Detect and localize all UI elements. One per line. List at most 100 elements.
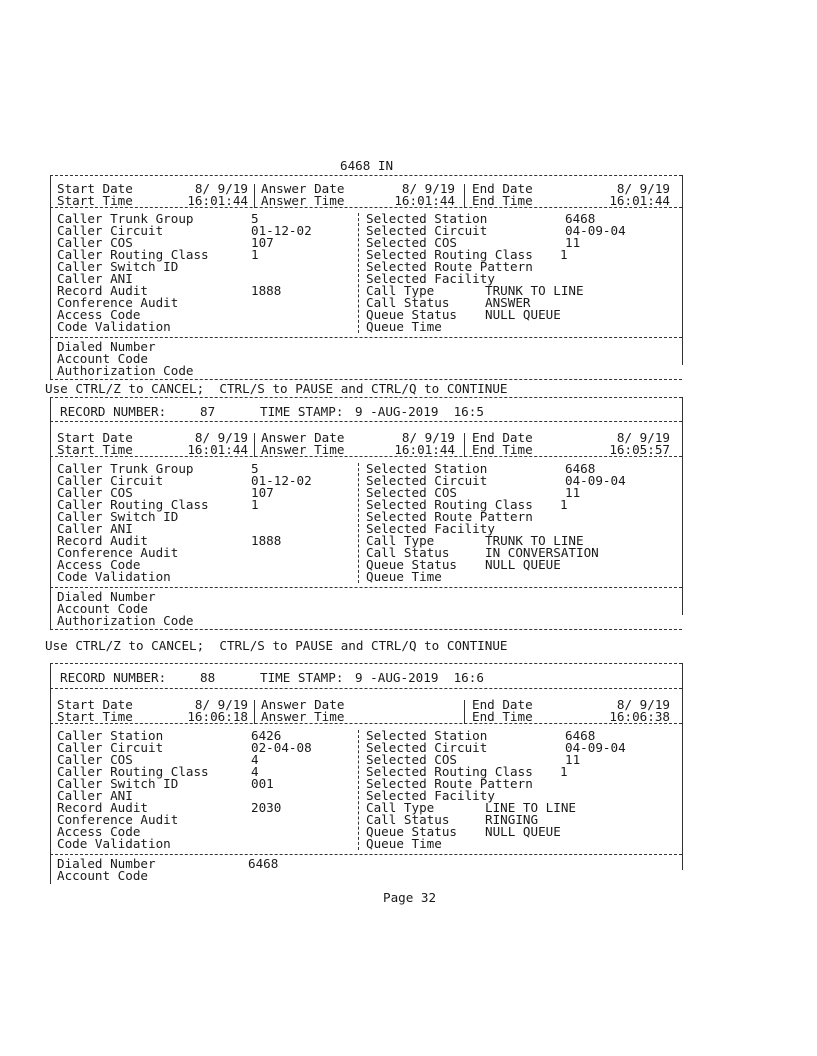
caller-field-value: 4: [251, 764, 259, 779]
caller-field-label: Record Audit: [57, 533, 148, 548]
caller-field-label: Record Audit: [57, 800, 148, 815]
selected-field-label: Call Status: [366, 812, 450, 827]
selected-field-value: TRUNK TO LINE: [485, 283, 584, 298]
divider: [50, 723, 682, 724]
answer-time-label: Answer Time: [261, 442, 345, 457]
selected-field-value: 1: [560, 764, 568, 779]
caller-field-label: Caller Routing Class: [57, 247, 209, 262]
divider: [50, 587, 682, 588]
divider: [50, 421, 682, 422]
divider: [50, 629, 682, 630]
time-stamp: 9 -AUG-2019 16:5: [355, 404, 484, 419]
record-number: 88: [200, 670, 216, 685]
start-date: 8/ 9/19: [194, 697, 248, 712]
start-time: 16:01:44: [187, 193, 248, 208]
end-time-label: End Time: [472, 193, 533, 208]
end-date: 8/ 9/19: [616, 430, 670, 445]
caller-field-value: 107: [251, 485, 274, 500]
misc-field-label: Authorization Code: [57, 613, 194, 628]
divider: [50, 397, 682, 398]
answer-date: 8/ 9/19: [401, 430, 455, 445]
selected-field-value: 1: [560, 247, 568, 262]
box-right-edge: [682, 663, 683, 870]
page-header: 6468 IN: [340, 158, 394, 173]
end-date: 8/ 9/19: [616, 181, 670, 196]
caller-field-value: 107: [251, 235, 274, 250]
caller-field-value: 2030: [251, 800, 282, 815]
divider: [50, 379, 682, 380]
selected-field-label: Queue Status: [366, 824, 457, 839]
divider: [50, 207, 682, 208]
start-time: 16:06:18: [187, 709, 248, 724]
separator: [254, 433, 255, 457]
selected-field-label: Selected Facility: [366, 788, 495, 803]
separator: [358, 213, 359, 333]
end-time: 16:06:38: [609, 709, 670, 724]
record-number: 87: [200, 404, 216, 419]
selected-field-label: Queue Status: [366, 307, 457, 322]
start-time-label: Start Time: [57, 442, 133, 457]
selected-field-value: TRUNK TO LINE: [485, 533, 584, 548]
box-right-edge: [682, 397, 683, 615]
caller-field-value: 5: [251, 211, 259, 226]
misc-field-label: Dialed Number: [57, 589, 156, 604]
start-date: 8/ 9/19: [194, 181, 248, 196]
misc-field-label: Account Code: [57, 351, 148, 366]
caller-field-value: 1: [251, 247, 259, 262]
selected-field-value: NULL QUEUE: [485, 307, 561, 322]
selected-field-value: 6468: [565, 461, 596, 476]
keyboard-instructions: Use CTRL/Z to CANCEL; CTRL/S to PAUSE an…: [45, 381, 508, 396]
end-time-label: End Time: [472, 442, 533, 457]
caller-field-value: 01-12-02: [251, 223, 312, 238]
caller-field-value: 02-04-08: [251, 740, 312, 755]
selected-field-label: Selected Facility: [366, 271, 495, 286]
misc-field-label: Authorization Code: [57, 363, 194, 378]
answer-time-label: Answer Time: [261, 193, 345, 208]
caller-field-value: 001: [251, 776, 274, 791]
selected-field-label: Queue Time: [366, 319, 442, 334]
selected-field-label: Selected COS: [366, 752, 457, 767]
selected-field-label: Selected Routing Class: [366, 764, 533, 779]
selected-field-label: Selected Routing Class: [366, 247, 533, 262]
selected-field-value: RINGING: [485, 812, 539, 827]
selected-field-label: Queue Status: [366, 557, 457, 572]
selected-field-label: Call Type: [366, 283, 435, 298]
divider: [50, 175, 682, 176]
separator: [464, 700, 465, 724]
separator: [254, 184, 255, 208]
caller-field-label: Caller ANI: [57, 788, 133, 803]
answer-date: 8/ 9/19: [401, 181, 455, 196]
box-left-edge: [50, 397, 51, 629]
caller-field-label: Access Code: [57, 307, 141, 322]
end-date-label: End Date: [472, 181, 533, 196]
selected-field-value: 04-09-04: [565, 223, 626, 238]
box-left-edge: [50, 663, 51, 884]
caller-field-label: Conference Audit: [57, 295, 179, 310]
page-number: Page 32: [383, 890, 437, 905]
end-time: 16:01:44: [609, 193, 670, 208]
caller-field-label: Caller Circuit: [57, 223, 164, 238]
end-date-label: End Date: [472, 697, 533, 712]
selected-field-label: Call Type: [366, 800, 435, 815]
selected-field-value: ANSWER: [485, 295, 531, 310]
misc-field-value: 6468: [248, 856, 279, 871]
end-time-label: End Time: [472, 709, 533, 724]
answer-time-label: Answer Time: [261, 709, 345, 724]
caller-field-label: Record Audit: [57, 283, 148, 298]
selected-field-label: Selected COS: [366, 235, 457, 250]
box-left-edge: [50, 175, 51, 379]
caller-field-label: Caller ANI: [57, 271, 133, 286]
end-date-label: End Date: [472, 430, 533, 445]
misc-field-label: Account Code: [57, 868, 148, 883]
caller-field-label: Code Validation: [57, 319, 171, 334]
selected-field-value: IN CONVERSATION: [485, 545, 599, 560]
start-time: 16:01:44: [187, 442, 248, 457]
caller-field-label: Conference Audit: [57, 545, 179, 560]
caller-field-label: Code Validation: [57, 569, 171, 584]
start-time-label: Start Time: [57, 709, 133, 724]
caller-field-label: Caller Routing Class: [57, 764, 209, 779]
caller-field-label: Caller Circuit: [57, 473, 164, 488]
selected-field-value: NULL QUEUE: [485, 557, 561, 572]
selected-field-value: 6468: [565, 728, 596, 743]
separator: [464, 184, 465, 208]
